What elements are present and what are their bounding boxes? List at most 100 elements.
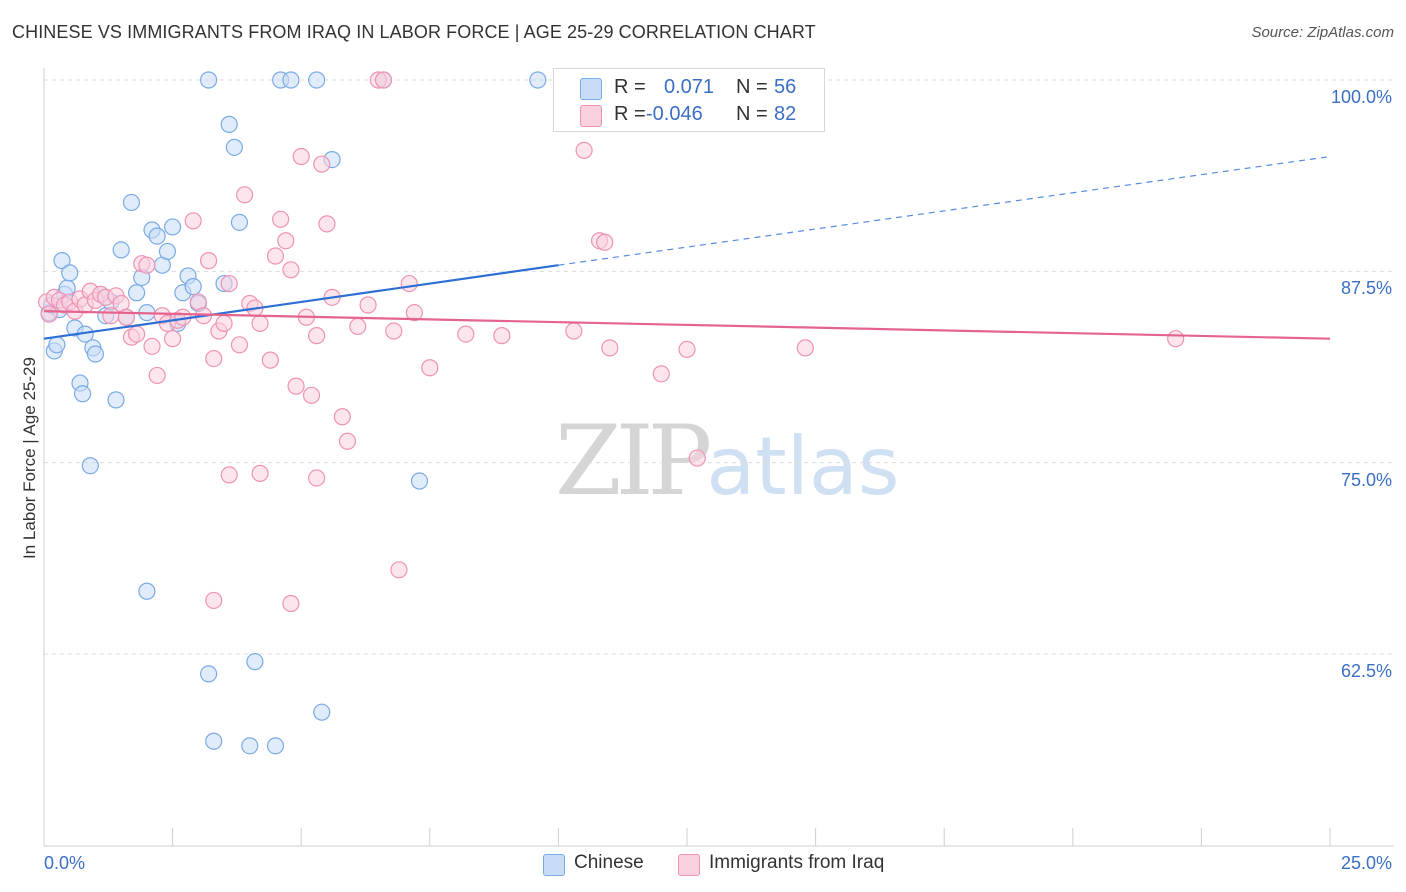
iraq-point xyxy=(205,591,223,610)
x-tick-label-min: 0.0% xyxy=(44,853,86,873)
watermark-zip: ZIP xyxy=(555,405,712,517)
chinese-point xyxy=(220,115,238,133)
iraq-point xyxy=(318,215,336,233)
iraq-trend-line xyxy=(43,310,1331,340)
axes xyxy=(43,68,1394,847)
iraq-point xyxy=(457,325,475,343)
legend-r-label: R = xyxy=(614,76,646,98)
iraq-point xyxy=(215,314,233,332)
iraq-point xyxy=(282,261,300,279)
chinese-point xyxy=(48,336,66,354)
chinese-point xyxy=(158,242,177,261)
iraq-point xyxy=(385,322,403,340)
chinese-legend-swatch xyxy=(543,854,565,876)
source-label: Source: ZipAtlas.com xyxy=(1251,24,1394,41)
iraq-point xyxy=(143,337,161,355)
legend-r-label: R = xyxy=(614,103,646,125)
chinese-trend-line xyxy=(43,264,559,340)
chinese-point xyxy=(241,737,259,755)
legend-r-value: -0.046 xyxy=(646,103,703,125)
chinese-point xyxy=(308,71,326,89)
iraq-point xyxy=(359,296,377,314)
chinese-point xyxy=(246,653,264,671)
chinese-point xyxy=(225,138,243,156)
iraq-point xyxy=(652,365,670,383)
iraq-point xyxy=(200,252,218,270)
chinese-point xyxy=(81,457,99,475)
chinese-trend-extension xyxy=(558,155,1331,266)
iraq-point xyxy=(266,247,285,265)
legend-n-value: 56 xyxy=(774,76,797,98)
iraq-point xyxy=(302,386,321,404)
iraq-point xyxy=(421,359,439,377)
iraq-point xyxy=(390,561,408,579)
iraq-point xyxy=(127,325,146,343)
legend-r-value: 0.071 xyxy=(664,76,715,98)
iraq-point xyxy=(292,147,310,166)
iraq-point xyxy=(272,210,290,228)
chart-title: CHINESE VS IMMIGRANTS FROM IRAQ IN LABOR… xyxy=(12,22,816,42)
iraq-point xyxy=(596,233,614,251)
iraq-legend-label: Immigrants from Iraq xyxy=(709,852,885,873)
iraq-point xyxy=(575,141,593,160)
y-tick-label: 62.5% xyxy=(1340,661,1392,681)
chinese-point xyxy=(230,213,249,231)
chinese-point xyxy=(205,732,223,750)
iraq-point xyxy=(230,336,249,354)
data-points xyxy=(37,71,1185,755)
iraq-point xyxy=(138,256,156,274)
chinese-point xyxy=(107,391,125,409)
y-tick-label: 75.0% xyxy=(1340,469,1392,490)
iraq-point xyxy=(251,314,269,332)
gridlines xyxy=(44,79,1394,655)
chinese-swatch xyxy=(580,78,602,100)
y-tick-label: 87.5% xyxy=(1340,278,1392,299)
iraq-point xyxy=(688,449,706,467)
iraq-point xyxy=(287,377,305,395)
iraq-point xyxy=(493,327,511,345)
iraq-point xyxy=(338,432,357,450)
chinese-legend-label: Chinese xyxy=(574,852,644,873)
iraq-point xyxy=(601,339,619,357)
chinese-point xyxy=(410,472,429,490)
trend-lines xyxy=(43,155,1331,340)
iraq-point xyxy=(277,232,295,250)
iraq-point xyxy=(313,155,331,173)
iraq-point xyxy=(40,305,58,323)
iraq-point xyxy=(220,274,238,293)
chinese-point xyxy=(148,227,166,245)
chinese-point xyxy=(112,241,130,259)
chinese-point xyxy=(200,71,218,89)
chinese-point xyxy=(282,71,300,89)
chinese-point xyxy=(61,264,79,282)
iraq-point xyxy=(796,339,814,357)
chinese-point xyxy=(184,278,202,296)
legend-n-label: N = xyxy=(736,76,768,98)
legend-n-value: 82 xyxy=(774,103,797,125)
chinese-point xyxy=(138,582,156,600)
iraq-point xyxy=(220,466,238,484)
iraq-point xyxy=(308,327,326,345)
iraq-point xyxy=(565,322,583,340)
iraq-point xyxy=(184,212,202,230)
iraq-point xyxy=(678,340,696,358)
iraq-point xyxy=(400,274,418,293)
iraq-point xyxy=(282,594,300,613)
iraq-legend-swatch xyxy=(678,854,700,876)
iraq-point xyxy=(405,304,423,322)
iraq-point xyxy=(261,351,279,369)
series-legend: Chinese Immigrants from Iraq xyxy=(0,852,1406,878)
iraq-point xyxy=(251,464,269,482)
chinese-point xyxy=(313,703,331,721)
legend-n-label: N = xyxy=(736,103,768,125)
iraq-point xyxy=(349,317,367,336)
chinese-point xyxy=(200,665,218,683)
chinese-point xyxy=(73,385,92,403)
chinese-point xyxy=(529,71,547,89)
iraq-point xyxy=(148,366,166,385)
iraq-point xyxy=(308,469,326,487)
chinese-point xyxy=(164,218,182,236)
iraq-point xyxy=(333,408,351,426)
chinese-point xyxy=(266,737,285,755)
